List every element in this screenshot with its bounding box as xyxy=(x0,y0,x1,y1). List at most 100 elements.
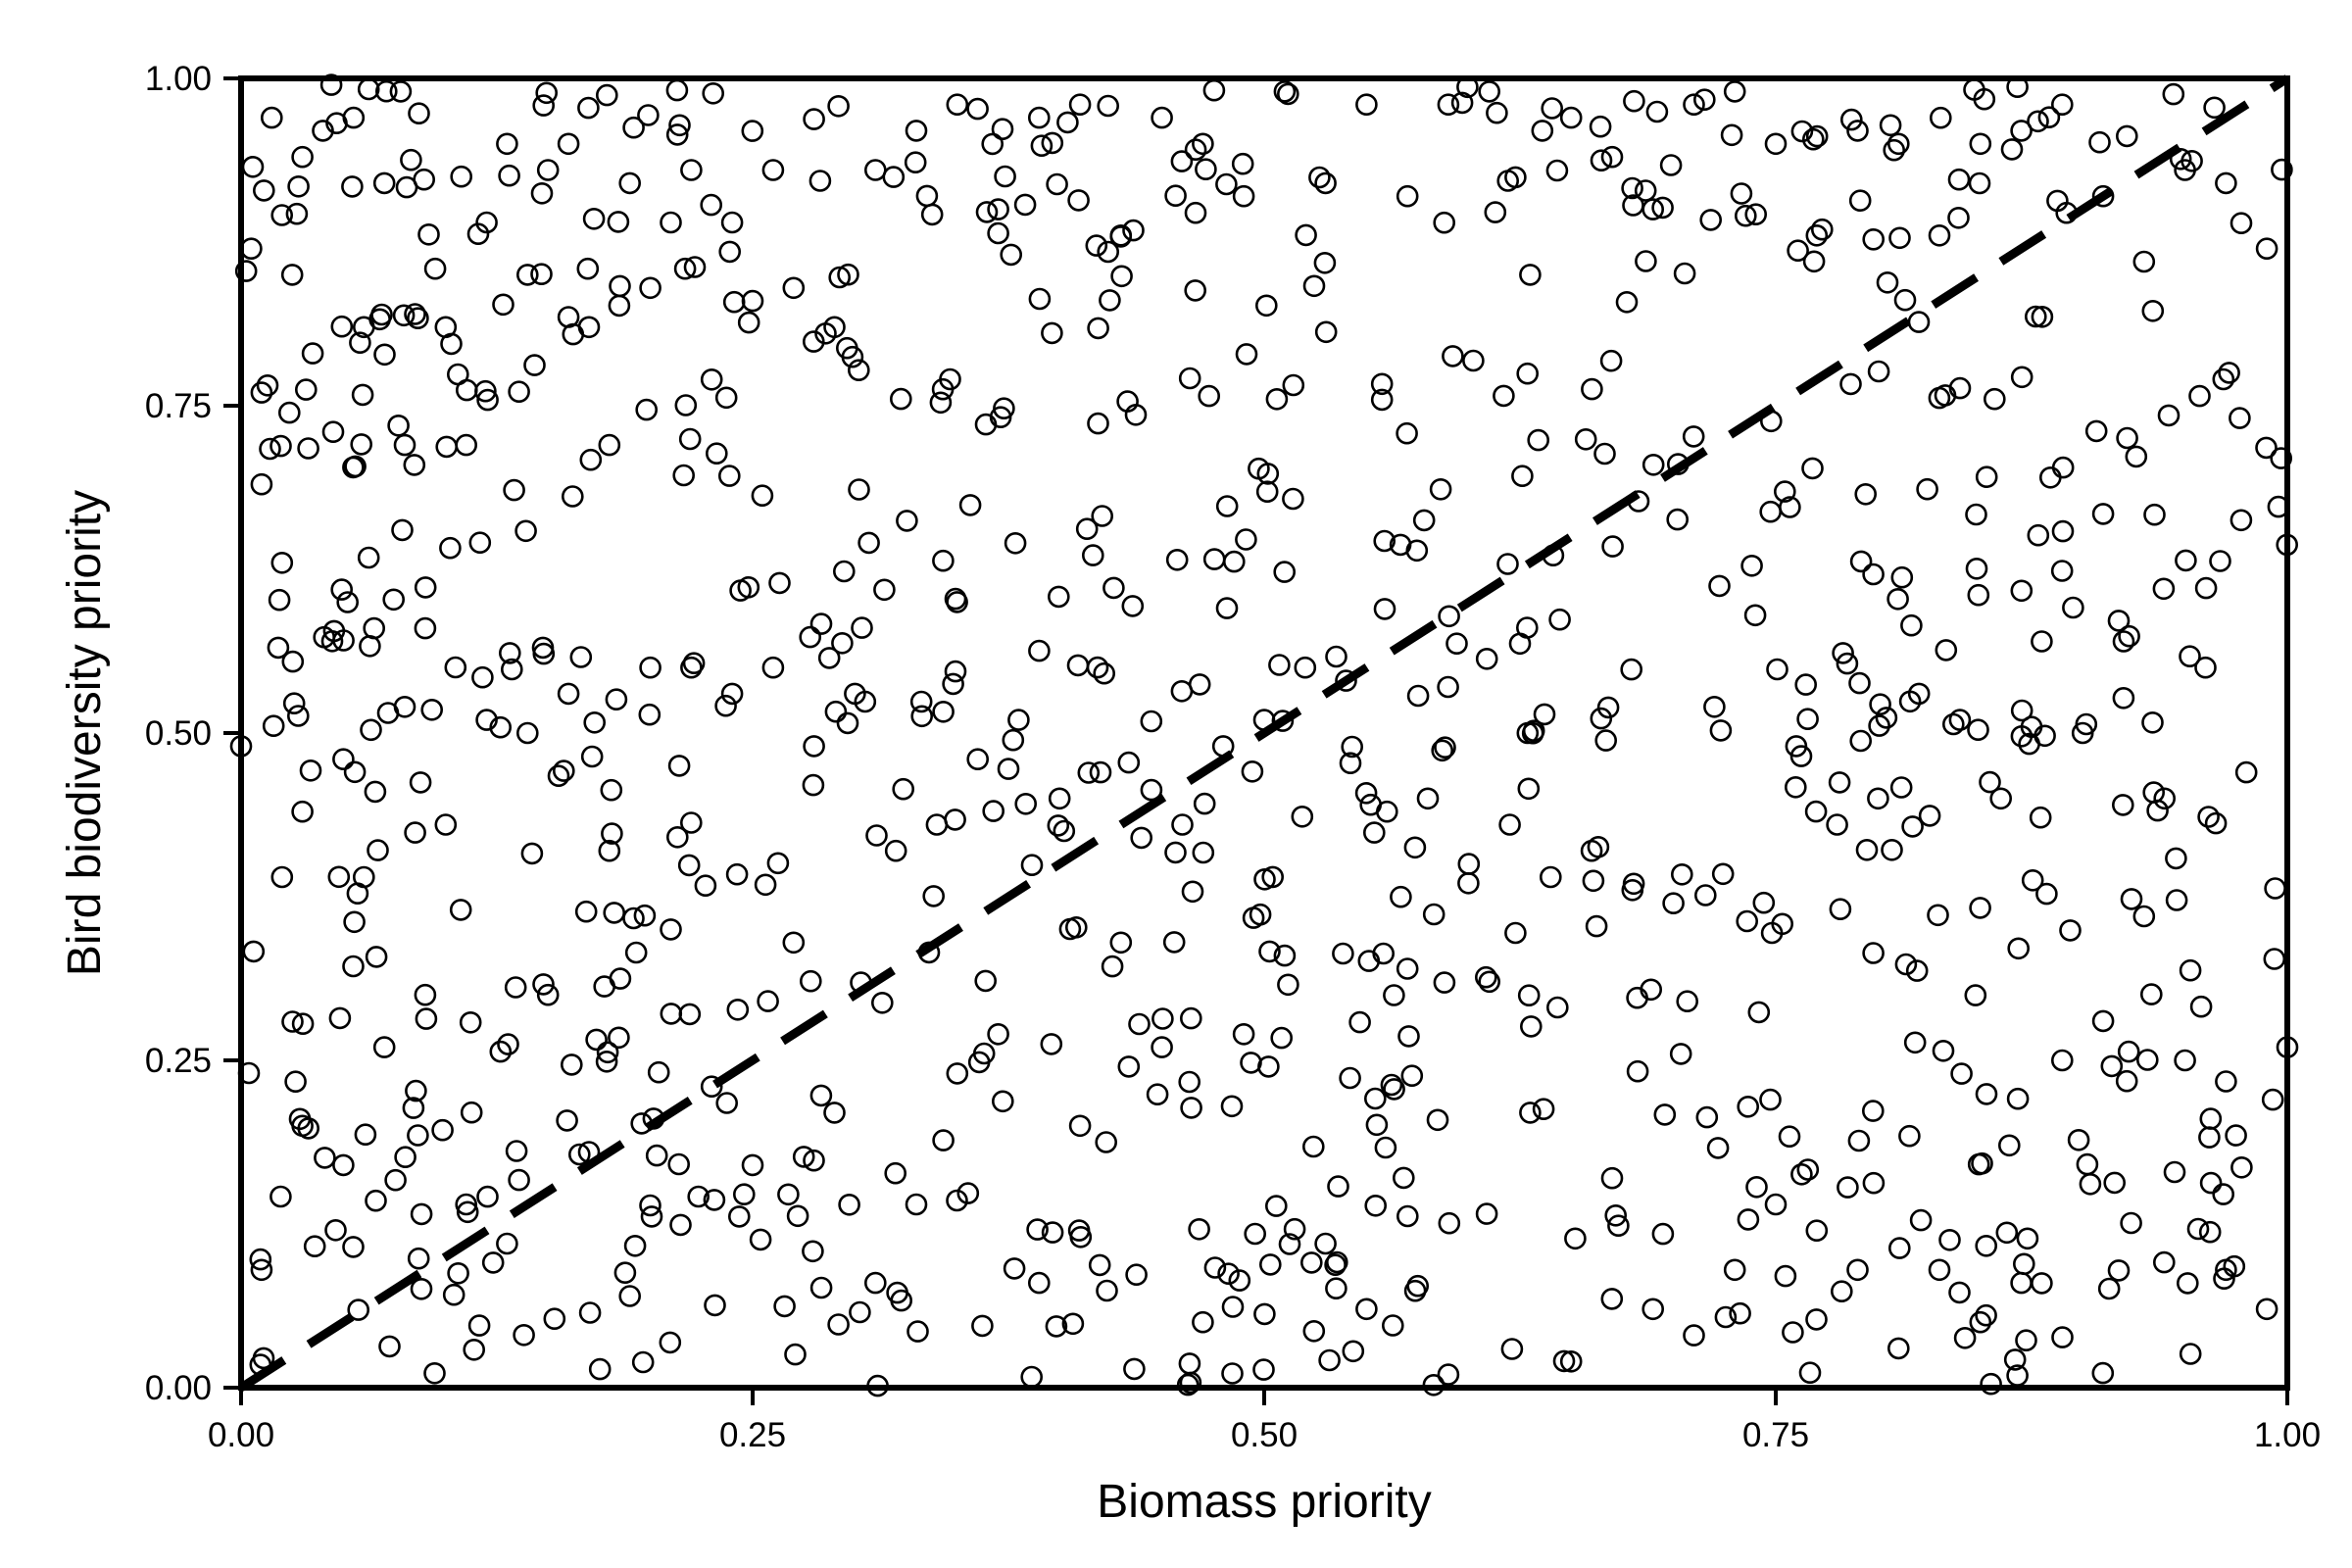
scatter-point xyxy=(1278,1233,1301,1255)
scatter-point xyxy=(367,839,389,861)
scatter-point xyxy=(1184,279,1206,302)
scatter-point xyxy=(1594,729,1617,752)
scatter-point xyxy=(456,1200,479,1224)
scatter-point xyxy=(2188,384,2211,408)
scatter-point xyxy=(2141,710,2164,734)
scatter-point xyxy=(347,1298,370,1321)
scatter-point xyxy=(2234,760,2258,784)
scatter-point xyxy=(1760,921,1784,945)
scatter-point xyxy=(297,1117,320,1140)
scatter-point xyxy=(1935,639,1958,662)
scatter-point xyxy=(1002,728,1025,752)
scatter-point xyxy=(1868,714,1890,737)
scatter-point xyxy=(1805,1308,1828,1331)
scatter-point xyxy=(365,1189,387,1212)
scatter-point xyxy=(2165,889,2188,911)
scatter-point xyxy=(393,433,416,457)
scatter-point xyxy=(520,842,544,865)
scatter-point xyxy=(1774,480,1796,503)
scatter-point xyxy=(802,330,825,353)
scatter-point xyxy=(376,702,400,724)
scatter-point xyxy=(905,1193,928,1216)
scatter-point xyxy=(732,1183,756,1205)
scatter-point xyxy=(1511,465,1534,488)
scatter-point xyxy=(598,433,621,457)
scatter-point xyxy=(1785,775,1807,799)
scatter-point xyxy=(1600,145,1624,169)
scatter-point xyxy=(991,1090,1014,1113)
scatter-point xyxy=(1140,778,1163,802)
scatter-point xyxy=(1740,554,1763,577)
scatter-point xyxy=(1898,690,1922,713)
scatter-point xyxy=(1932,1040,1955,1062)
scatter-point xyxy=(344,455,367,478)
scatter-point xyxy=(459,1011,482,1034)
scatter-point xyxy=(1969,132,1992,156)
scatter-point xyxy=(1396,1204,1419,1228)
scatter-point xyxy=(250,472,273,496)
scatter-point xyxy=(1516,362,1539,385)
scatter-point xyxy=(1241,760,1264,783)
scatter-point xyxy=(1887,1337,1910,1360)
scatter-point xyxy=(1302,274,1326,298)
scatter-point xyxy=(1075,517,1099,541)
scatter-point xyxy=(2035,882,2058,906)
scatter-point xyxy=(1930,106,1952,129)
scatter-point xyxy=(906,1320,929,1343)
scatter-point xyxy=(1975,1083,1998,1105)
scatter-point xyxy=(1437,675,1459,699)
scatter-point xyxy=(1486,101,1508,124)
scatter-point xyxy=(2175,549,2197,572)
scatter-point xyxy=(1109,931,1133,955)
scatter-point xyxy=(299,759,322,782)
scatter-point xyxy=(851,616,873,639)
scatter-point xyxy=(873,578,896,602)
scatter-point xyxy=(1590,149,1613,172)
scatter-point xyxy=(1901,815,1924,838)
scatter-point xyxy=(838,1194,860,1216)
scatter-point xyxy=(944,808,966,831)
scatter-point xyxy=(561,485,584,508)
scatter-point xyxy=(500,658,523,681)
scatter-point xyxy=(364,780,387,804)
scatter-point xyxy=(450,165,473,188)
scatter-point xyxy=(605,688,628,711)
scatter-point xyxy=(889,387,912,411)
scatter-point xyxy=(1244,1222,1266,1246)
scatter-point xyxy=(291,800,314,823)
scatter-point xyxy=(638,703,662,726)
scatter-point xyxy=(497,1033,519,1055)
scatter-point xyxy=(1888,226,1911,250)
scatter-point xyxy=(1519,264,1542,286)
scatter-point xyxy=(1041,1221,1064,1244)
y-tick-label: 0.50 xyxy=(145,714,212,753)
scatter-point xyxy=(503,478,525,502)
scatter-point xyxy=(1231,152,1254,175)
scatter-point xyxy=(582,208,606,230)
scatter-point xyxy=(777,1183,800,1206)
scatter-point xyxy=(280,264,304,286)
scatter-point xyxy=(2218,362,2240,384)
x-tick-label: 0.00 xyxy=(208,1416,274,1454)
scatter-point xyxy=(1527,428,1549,452)
scatter-point xyxy=(410,1202,433,1226)
scatter-point xyxy=(2255,237,2278,260)
scatter-point xyxy=(466,222,490,245)
scatter-point xyxy=(1989,787,2012,810)
scatter-point xyxy=(1942,712,1965,736)
scatter-point xyxy=(1545,159,1569,182)
scatter-point xyxy=(374,79,398,103)
scatter-point xyxy=(1426,1108,1449,1132)
scatter-point xyxy=(327,865,351,889)
scatter-point xyxy=(677,854,701,877)
scatter-point xyxy=(987,198,1009,220)
scatter-point xyxy=(268,588,291,612)
scatter-point xyxy=(2165,847,2187,870)
scatter-point xyxy=(946,1062,969,1085)
scatter-point xyxy=(1355,93,1378,116)
scatter-point xyxy=(824,700,848,723)
scatter-point xyxy=(384,1168,407,1192)
scatter-point xyxy=(532,94,556,117)
scatter-point xyxy=(354,1123,377,1146)
scatter-point xyxy=(281,650,305,673)
